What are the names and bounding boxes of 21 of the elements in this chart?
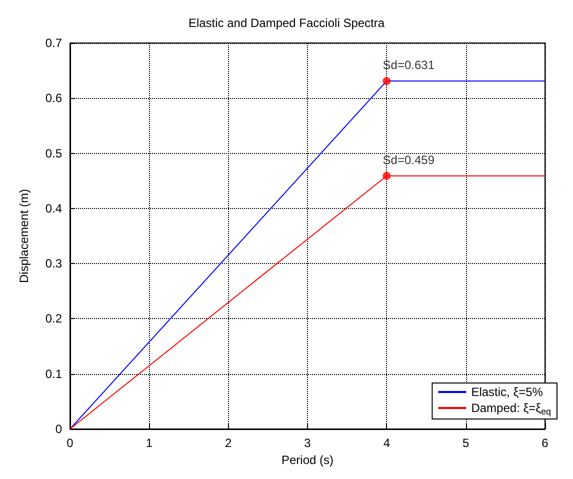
chart-title: Elastic and Damped Faccioli Spectra (188, 16, 385, 30)
x-axis-title: Period (s) (281, 452, 334, 467)
y-tick-label: 0 (55, 422, 62, 436)
x-tick-label: 5 (462, 436, 470, 450)
x-tick-label: 2 (224, 436, 232, 450)
y-tick-label: 0.3 (45, 256, 62, 271)
x-tick-label: 3 (304, 436, 312, 450)
y-tick-label: 0.5 (45, 146, 62, 160)
x-tick-label: 1 (146, 436, 153, 450)
y-tick-label: 0.6 (45, 91, 62, 106)
y-tick-label: 0.7 (45, 36, 62, 50)
data-label: Sd=0.631 (382, 58, 435, 72)
y-tick-label: 0.2 (45, 312, 62, 326)
y-axis-title: Displacement (m) (17, 188, 31, 284)
legend-label: Elastic, ξ=5% (471, 385, 544, 399)
x-tick-label: 4 (383, 436, 390, 450)
y-tick-label: 0.4 (45, 201, 62, 216)
x-tick-label: 6 (542, 436, 549, 450)
x-tick-label: 0 (66, 436, 74, 450)
data-label: Sd=0.459 (382, 152, 435, 167)
y-tick-label: 0.1 (45, 366, 62, 381)
